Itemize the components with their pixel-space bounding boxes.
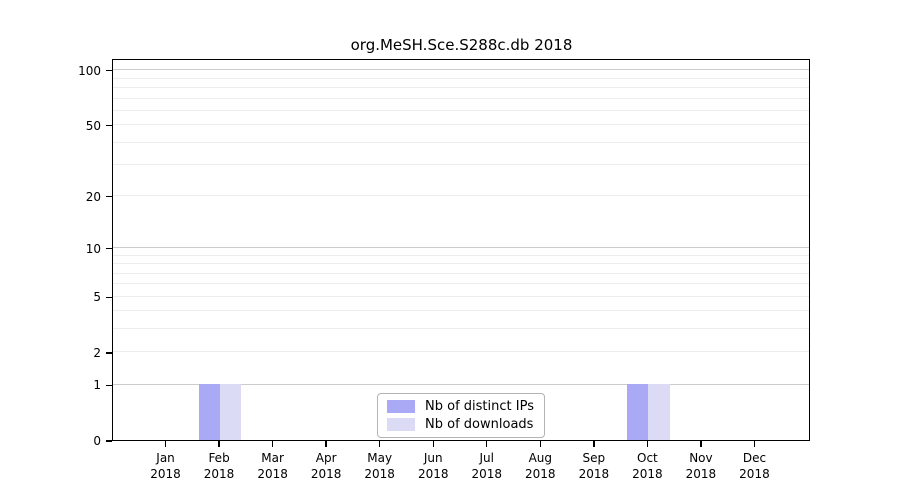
gridline-minor <box>113 328 809 330</box>
x-tick-year: 2018 <box>257 467 288 481</box>
y-tick-mark <box>106 440 112 442</box>
x-tick-mark <box>164 441 167 447</box>
x-tick-year: 2018 <box>578 467 610 481</box>
y-tick-mark <box>106 124 112 127</box>
y-tick-label: 100 <box>78 63 101 78</box>
gridline-minor <box>113 254 809 256</box>
x-tick-month: Nov <box>689 451 713 465</box>
x-tick-mark <box>753 441 756 447</box>
chart-title: org.MeSH.Sce.S288c.db 2018 <box>350 36 573 54</box>
gridline-minor <box>113 77 809 79</box>
x-tick-mark <box>539 441 541 447</box>
y-tick-mark <box>106 384 112 387</box>
y-tick-label: 50 <box>85 118 101 133</box>
x-tick-mark <box>325 441 327 447</box>
gridline-major <box>113 69 809 71</box>
x-tick-mark <box>593 441 595 447</box>
x-tick-year: 2018 <box>685 467 717 481</box>
gridline-minor <box>113 124 809 126</box>
x-tick-label: Oct 2018 <box>615 450 679 482</box>
gridline-minor <box>113 163 809 165</box>
x-tick-month: Aug <box>528 451 553 465</box>
x-tick-month: Feb <box>208 451 230 465</box>
x-tick-month: Jul <box>479 451 494 465</box>
x-tick-year: 2018 <box>150 467 181 481</box>
x-tick-year: 2018 <box>632 467 663 481</box>
gridline-minor <box>113 195 809 197</box>
gridline-minor <box>113 141 809 143</box>
x-tick-month: Jan <box>156 451 175 465</box>
legend-swatch-distinct-ips <box>387 400 416 413</box>
gridline-minor <box>113 351 809 353</box>
x-tick-year: 2018 <box>417 467 449 481</box>
bar-downloads <box>220 384 242 440</box>
bar-distinct-ips <box>198 384 221 440</box>
y-tick-mark <box>106 247 112 250</box>
bar-distinct-ips <box>626 384 649 440</box>
x-tick-label: Jun 2018 <box>401 450 465 482</box>
bar-downloads <box>648 384 670 440</box>
gridline-minor <box>113 86 809 88</box>
gridline-minor <box>113 295 809 297</box>
x-tick-month: Dec <box>742 451 767 465</box>
x-tick-label: Jul 2018 <box>455 450 519 482</box>
legend-item: Nb of downloads <box>387 417 534 432</box>
gridline-minor <box>113 283 809 285</box>
x-tick-mark <box>378 441 381 447</box>
x-tick-month: Oct <box>637 451 658 465</box>
y-tick-label: 1 <box>93 378 101 393</box>
legend: Nb of distinct IPs Nb of downloads <box>377 393 545 438</box>
x-tick-year: 2018 <box>525 467 556 481</box>
x-tick-month: Mar <box>261 451 284 465</box>
y-tick-label: 2 <box>93 345 101 360</box>
x-tick-mark <box>646 441 649 447</box>
y-tick-label: 0 <box>93 434 101 448</box>
x-tick-label: Mar 2018 <box>241 450 305 482</box>
gridline-minor <box>113 310 809 312</box>
gridline-major <box>113 247 809 249</box>
x-tick-mark <box>700 441 702 447</box>
x-tick-label: Feb 2018 <box>187 450 251 482</box>
x-tick-mark <box>486 441 488 447</box>
x-tick-year: 2018 <box>739 467 770 481</box>
x-tick-month: May <box>367 451 393 465</box>
y-axis: 0 1 2 5 10 20 50 100 <box>0 59 112 448</box>
x-tick-label: Jan 2018 <box>134 450 198 482</box>
x-tick-label: May 2018 <box>348 450 412 482</box>
legend-item: Nb of distinct IPs <box>387 399 534 414</box>
legend-swatch-downloads <box>387 418 416 431</box>
y-tick-label: 10 <box>85 241 101 256</box>
x-tick-month: Sep <box>582 451 606 465</box>
x-tick-year: 2018 <box>203 467 235 481</box>
legend-label: Nb of distinct IPs <box>425 399 534 414</box>
gridline-minor <box>113 272 809 274</box>
x-tick-year: 2018 <box>471 467 503 481</box>
x-tick-label: Aug 2018 <box>508 450 572 482</box>
x-tick-label: Apr 2018 <box>294 450 358 482</box>
x-tick-year: 2018 <box>364 467 395 481</box>
gridline-major <box>113 383 809 385</box>
gridline-minor <box>113 97 809 99</box>
plot-area: Nb of distinct IPs Nb of downloads <box>112 59 810 441</box>
y-tick-mark <box>106 296 112 298</box>
x-tick-year: 2018 <box>310 467 342 481</box>
gridline-minor <box>113 263 809 265</box>
y-tick-label: 20 <box>85 189 101 204</box>
x-tick-mark <box>271 441 274 447</box>
x-tick-label: Sep 2018 <box>562 450 626 482</box>
x-tick-month: Apr <box>315 451 337 465</box>
x-tick-label: Dec 2018 <box>722 450 786 482</box>
x-tick-label: Nov 2018 <box>669 450 733 482</box>
y-tick-mark <box>106 70 112 72</box>
y-tick-mark <box>106 352 112 354</box>
x-axis: Jan 2018 Feb 2018 Mar 2018 Apr 2018 May 2018 Jun 20… <box>112 441 810 497</box>
gridline-minor <box>113 109 809 111</box>
x-tick-mark <box>218 441 220 447</box>
x-tick-mark <box>432 441 434 447</box>
legend-label: Nb of downloads <box>425 417 534 432</box>
y-tick-mark <box>106 196 112 198</box>
x-tick-month: Jun <box>423 451 443 465</box>
y-tick-label: 5 <box>93 290 101 305</box>
